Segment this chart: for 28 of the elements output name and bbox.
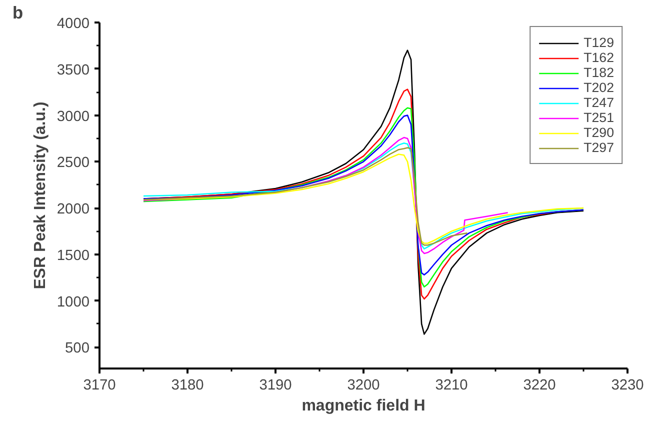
x-axis-title: magnetic field H (302, 398, 426, 414)
legend-label: T247 (584, 95, 614, 110)
y-tick-label: 500 (65, 340, 90, 357)
legend-label: T162 (584, 50, 614, 65)
y-tick-label: 1000 (56, 294, 90, 310)
y-axis-title: ESR Peak Intensity (a.u.) (32, 102, 49, 290)
x-tick-label: 3220 (523, 378, 556, 394)
y-tick-label: 3000 (56, 108, 90, 125)
legend-label: T297 (584, 140, 614, 155)
x-tick-label: 3230 (611, 378, 644, 394)
x-tick-label: 3200 (347, 378, 380, 394)
y-tick-label: 4000 (56, 16, 90, 32)
line-series (142, 147, 468, 246)
legend-label: T182 (584, 65, 614, 80)
legend-label: T129 (584, 35, 614, 50)
legend-label: T202 (584, 80, 614, 95)
line-series (142, 154, 584, 244)
y-tick-label: 2500 (56, 155, 90, 172)
x-tick-label: 3170 (83, 378, 116, 394)
y-tick-label: 2000 (56, 202, 90, 218)
legend-label: T251 (584, 110, 614, 125)
y-tick-label: 3500 (56, 62, 90, 78)
y-tick-label: 1500 (56, 248, 90, 264)
text: b (12, 2, 24, 22)
x-tick-label: 3210 (435, 378, 468, 394)
legend-label: T290 (584, 125, 614, 140)
x-tick-label: 3180 (171, 378, 204, 394)
x-tick-label: 3190 (259, 378, 292, 394)
